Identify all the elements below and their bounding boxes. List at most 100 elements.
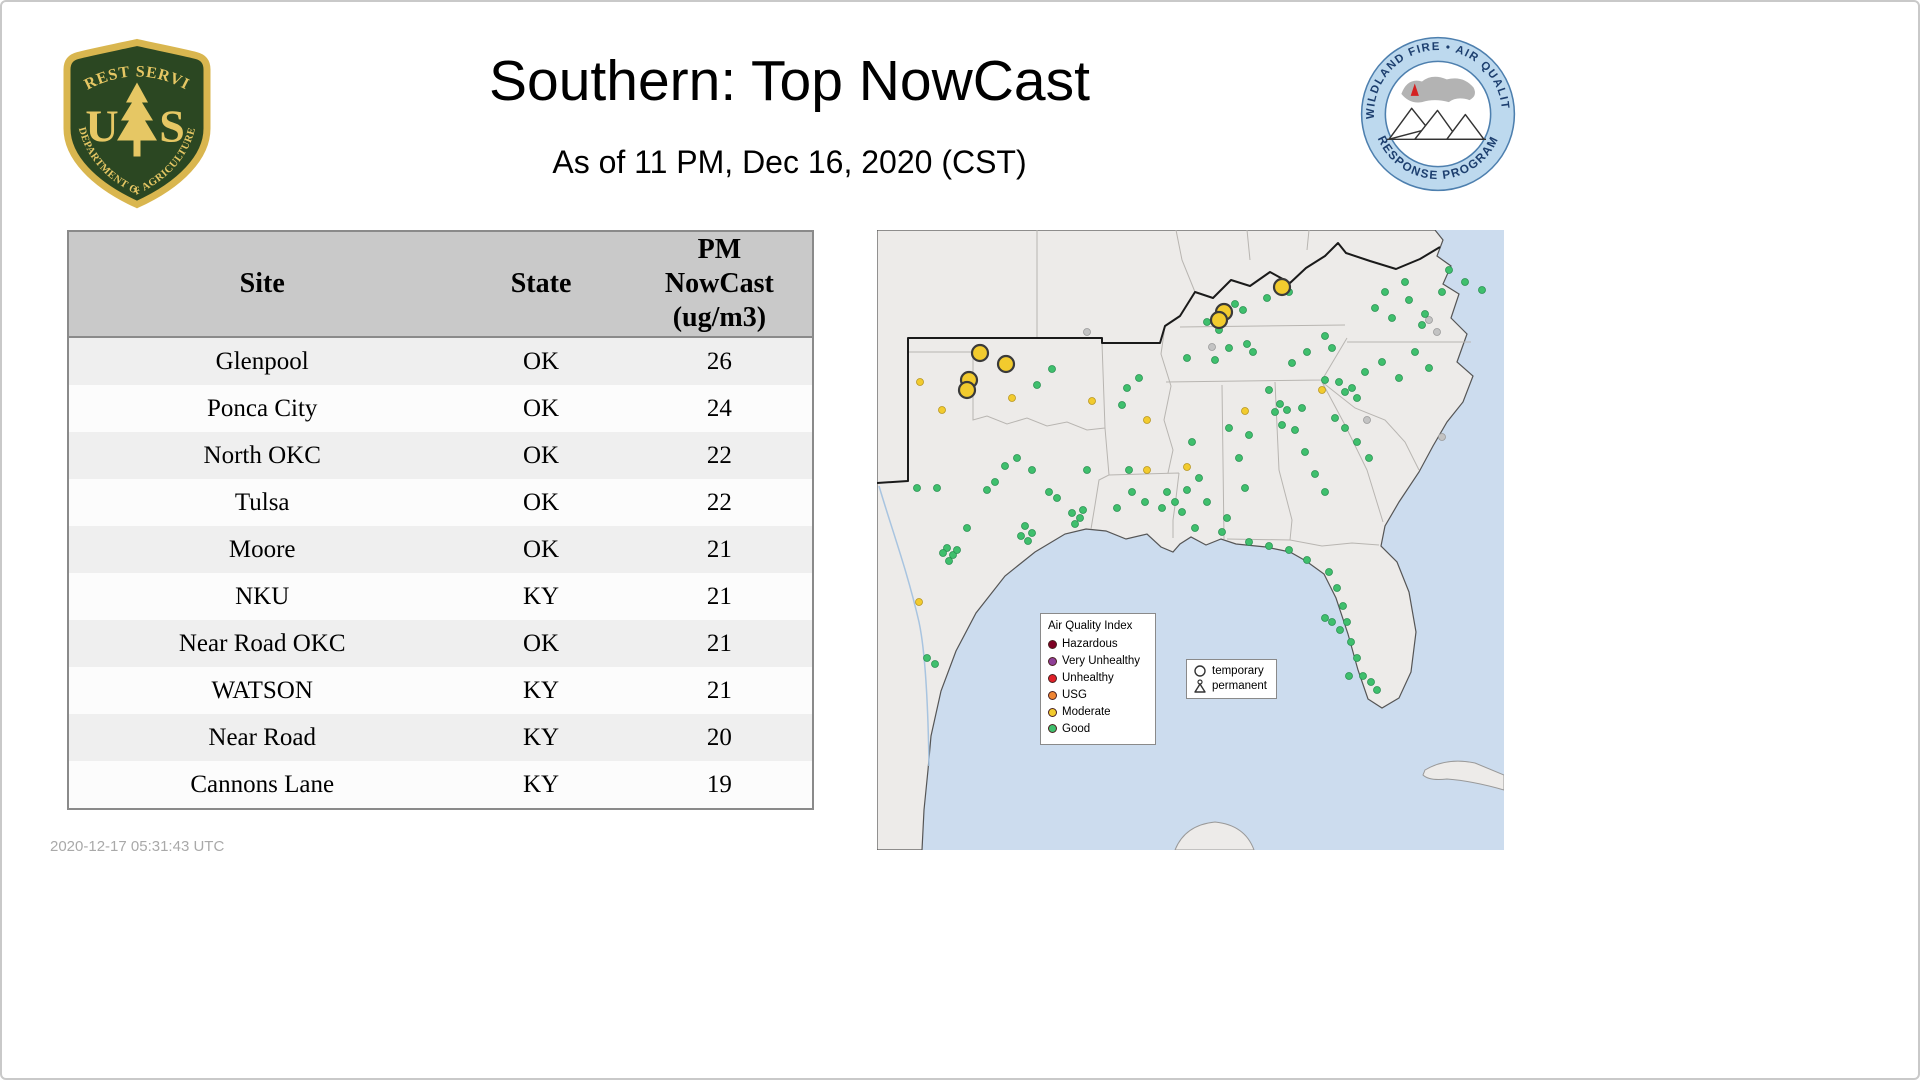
table-row: Near Road KY 20 <box>68 714 813 762</box>
table-cell: KY <box>523 723 560 751</box>
mountains-icon <box>1386 107 1486 141</box>
monitor-dot-good <box>1321 332 1329 340</box>
table-cell: OK <box>523 394 560 422</box>
monitor-dot-good <box>1461 278 1469 286</box>
monitor-dot-good <box>1171 498 1179 506</box>
monitor-dot-good <box>1438 288 1446 296</box>
table-header-row: Site State PM NowCast (ug/m3) <box>68 231 813 339</box>
monitor-dot-good <box>931 660 939 668</box>
monitor-dot-good <box>1183 354 1191 362</box>
temporary-legend-row: temporary <box>1193 664 1267 679</box>
column-header: PM NowCast (ug/m3) <box>626 231 813 339</box>
monitor-dot-good <box>991 478 999 486</box>
legend-swatch <box>1048 690 1057 700</box>
monitor-dot-nodata <box>1208 343 1216 351</box>
monitor-dot-good <box>1278 421 1286 429</box>
monitor-dot-good <box>1141 498 1149 506</box>
monitor-dot-good <box>1311 470 1319 478</box>
legend-item: Very Unhealthy <box>1048 654 1148 668</box>
monitor-dot-good <box>1353 654 1361 662</box>
monitor-dot-good <box>1331 414 1339 422</box>
monitor-dot-good <box>1033 381 1041 389</box>
table-cell: NKU <box>235 582 290 610</box>
temporary-marker-icon <box>1194 665 1206 678</box>
monitor-dot-good <box>923 654 931 662</box>
permanent-legend-row: permanent <box>1193 679 1267 694</box>
monitor-dot-good <box>1265 386 1273 394</box>
monitor-dot-good <box>963 524 971 532</box>
legend-swatch <box>1048 673 1057 683</box>
monitor-dot-good <box>945 557 953 565</box>
monitor-dot-good <box>1339 602 1347 610</box>
monitor-dot-good <box>1288 359 1296 367</box>
monitor-dot-good <box>1128 488 1136 496</box>
monitor-dot-good <box>1348 384 1356 392</box>
monitor-dot-good <box>1283 406 1291 414</box>
top-site-marker <box>1209 310 1229 330</box>
monitor-dot-good <box>1336 626 1344 634</box>
monitor-dot-good <box>1321 376 1329 384</box>
marker-type-legend: temporary permanent <box>1186 659 1277 699</box>
legend-item: Moderate <box>1048 705 1148 719</box>
page-subtitle: As of 11 PM, Dec 16, 2020 (CST) <box>552 144 1027 180</box>
table-cell: 22 <box>706 488 732 516</box>
legend-label: Hazardous <box>1062 638 1118 651</box>
legend-item: Hazardous <box>1048 637 1148 651</box>
monitor-dot-nodata <box>1425 316 1433 324</box>
monitor-dot-good <box>1263 294 1271 302</box>
column-header: State <box>455 231 627 339</box>
table-row: Moore OK 21 <box>68 526 813 574</box>
monitor-dot-good <box>1345 672 1353 680</box>
monitor-dot-good <box>1371 304 1379 312</box>
table-cell: 21 <box>706 535 732 563</box>
monitor-dot-nodata <box>1083 328 1091 336</box>
monitor-dot-good <box>953 546 961 554</box>
state-borders <box>908 230 1471 547</box>
monitor-dot-good <box>1125 466 1133 474</box>
table-cell: 19 <box>706 770 732 798</box>
legend-swatch <box>1048 656 1057 666</box>
monitor-dot-good <box>1048 365 1056 373</box>
monitor-dots-layer <box>913 266 1486 694</box>
monitor-dot-good <box>1353 438 1361 446</box>
monitor-dot-good <box>1303 348 1311 356</box>
monitor-dot-good <box>1265 542 1273 550</box>
table-cell: 26 <box>706 347 732 375</box>
monitor-dot-good <box>1243 340 1251 348</box>
monitor-dot-good <box>1359 672 1367 680</box>
table-row: Glenpool OK 26 <box>68 337 813 386</box>
monitor-dot-good <box>1211 356 1219 364</box>
table-cell: Glenpool <box>215 347 309 375</box>
table-cell: 21 <box>706 629 732 657</box>
monitor-dot-good <box>1421 310 1429 318</box>
monitor-dot-good <box>1298 404 1306 412</box>
legend-label: Moderate <box>1062 705 1111 718</box>
monitor-dot-good <box>1343 618 1351 626</box>
monitor-dot-good <box>1335 378 1343 386</box>
monitor-dot-good <box>1218 528 1226 536</box>
monitor-dot-good <box>943 544 951 552</box>
monitor-dot-moderate <box>1183 463 1191 471</box>
monitor-dot-moderate <box>1318 386 1326 394</box>
top-site-marker <box>1272 277 1292 297</box>
table-cell: North OKC <box>203 441 321 469</box>
column-header: Site <box>68 231 456 339</box>
legend-swatch <box>1048 724 1057 734</box>
monitor-dot-moderate <box>916 378 924 386</box>
monitor-dot-good <box>1291 426 1299 434</box>
monitor-dot-good <box>1395 374 1403 382</box>
monitor-dot-good <box>1045 488 1053 496</box>
monitor-dot-good <box>1163 488 1171 496</box>
monitor-dot-good <box>1328 618 1336 626</box>
monitor-dot-good <box>1341 388 1349 396</box>
legend-swatch <box>1048 707 1057 717</box>
monitor-dot-nodata <box>1363 416 1371 424</box>
monitor-dot-moderate <box>1241 407 1249 415</box>
table-row: Ponca City OK 24 <box>68 385 813 433</box>
legend-label: Very Unhealthy <box>1062 655 1140 668</box>
monitor-dot-good <box>1325 568 1333 576</box>
forest-service-logo: FOREST SERVICE U S DEPARTMENT OF AGRICUL… <box>50 24 217 212</box>
monitor-dot-good <box>1301 448 1309 456</box>
table-cell: 20 <box>706 723 732 751</box>
table-cell: OK <box>523 441 560 469</box>
